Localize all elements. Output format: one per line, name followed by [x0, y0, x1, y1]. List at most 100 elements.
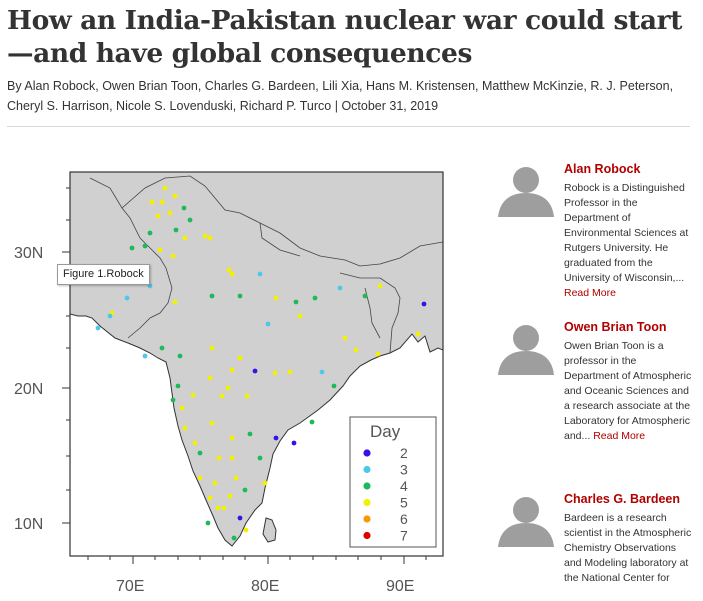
byline-authors-2: Cheryl S. Harrison, Nicole S. Lovenduski…: [7, 99, 332, 113]
lat-label-20n: 20N: [14, 381, 43, 398]
detonation-marker: [162, 185, 168, 191]
detonation-marker: [331, 383, 337, 389]
detonation-marker: [273, 435, 279, 441]
detonation-marker: [342, 335, 348, 341]
detonation-marker: [190, 392, 196, 398]
read-more-link[interactable]: Read More: [564, 287, 616, 299]
detonation-marker: [375, 351, 381, 357]
legend-label: 4: [400, 478, 408, 494]
detonation-marker: [209, 420, 215, 426]
detonation-marker: [231, 535, 237, 541]
detonation-marker: [173, 227, 179, 233]
title-line-1: How an India-Pakistan nuclear war could …: [7, 5, 683, 36]
detonation-marker: [247, 431, 253, 437]
detonation-marker: [237, 355, 243, 361]
author-bio: Owen Brian Toon is a professor in the De…: [564, 339, 692, 444]
borders: [89, 175, 443, 354]
publish-date: October 31, 2019: [341, 99, 439, 113]
detonation-marker: [229, 435, 235, 441]
detonation-marker: [229, 271, 235, 277]
legend-title: Day: [370, 422, 401, 441]
detonation-marker: [421, 301, 427, 307]
figure-tooltip: Figure 1.Robock: [57, 264, 150, 285]
map-frame: [69, 171, 444, 557]
detonation-marker: [181, 205, 187, 211]
detonation-marker: [177, 353, 183, 359]
detonation-marker: [172, 299, 178, 305]
detonation-marker: [262, 480, 268, 486]
author-bio: Bardeen is a research scientist in the A…: [564, 511, 692, 586]
axis-ticks: [62, 187, 427, 564]
lon-label-90e: 90E: [386, 578, 414, 595]
detonation-marker: [124, 295, 130, 301]
detonation-marker: [221, 505, 227, 511]
detonation-marker: [142, 243, 148, 249]
author-card-bardeen[interactable]: Charles G. Bardeen Bardeen is a research…: [496, 491, 696, 601]
author-card-toon[interactable]: Owen Brian Toon Owen Brian Toon is a pro…: [496, 319, 696, 479]
detonation-marker: [149, 199, 155, 205]
read-more-link[interactable]: Read More: [593, 430, 646, 442]
detonation-marker: [209, 293, 215, 299]
legend-box: [349, 416, 437, 548]
detonation-marker: [170, 253, 176, 259]
title-line-2: —and have global consequences: [7, 38, 472, 69]
author-bio: Robock is a Distinguished Professor in t…: [564, 181, 692, 301]
detonation-marker: [207, 495, 213, 501]
byline: By Alan Robock, Owen Brian Toon, Charles…: [7, 76, 697, 116]
legend-label: 3: [400, 462, 408, 478]
legend-swatch: [363, 449, 371, 457]
detonation-marker: [197, 450, 203, 456]
legend-label: 6: [400, 511, 408, 527]
detonation-marker: [362, 293, 368, 299]
author-card-robock[interactable]: Alan Robock Robock is a Distinguished Pr…: [496, 161, 696, 311]
detonation-marker: [229, 455, 235, 461]
detonation-marker: [225, 385, 231, 391]
detonation-marker: [297, 313, 303, 319]
detonation-marker: [172, 193, 178, 199]
detonation-marker: [337, 285, 343, 291]
sri-lanka: [262, 517, 277, 543]
detonation-marker: [209, 345, 215, 351]
detonation-marker: [205, 520, 211, 526]
detonation-marker: [95, 325, 101, 331]
legend-swatch: [363, 465, 371, 474]
detonation-marker: [257, 271, 263, 277]
detonation-marker: [175, 383, 181, 389]
detonation-marker: [287, 369, 293, 375]
lat-label-30n: 30N: [14, 245, 43, 262]
detonation-marker: [207, 235, 213, 241]
detonation-marker: [216, 455, 222, 461]
detonation-marker: [265, 321, 271, 327]
author-bio-text: Robock is a Distinguished Professor in t…: [564, 182, 689, 284]
person-silhouette-icon: [498, 497, 554, 547]
lon-label-70e: 70E: [116, 578, 144, 595]
lat-label-10n: 10N: [14, 516, 43, 533]
detonation-marker: [197, 475, 203, 481]
legend-label: 5: [400, 495, 408, 511]
detonation-marker: [353, 347, 359, 353]
detonation-marker: [142, 353, 148, 359]
detonation-marker: [415, 331, 421, 337]
author-name[interactable]: Owen Brian Toon: [564, 320, 667, 334]
detonation-marker: [207, 375, 213, 381]
header-divider: [7, 126, 690, 127]
detonation-marker: [215, 505, 221, 511]
detonation-marker: [170, 397, 176, 403]
detonation-marker: [291, 440, 297, 446]
detonation-marker: [107, 313, 113, 319]
byline-prefix: By: [7, 79, 25, 93]
author-name[interactable]: Alan Robock: [564, 162, 641, 176]
detonation-marker: [192, 440, 198, 446]
detonation-marker: [309, 419, 315, 425]
legend-swatch: [363, 498, 371, 507]
legend-swatch: [363, 515, 371, 523]
detonation-marker: [319, 369, 325, 375]
detonation-marker: [293, 299, 299, 305]
author-name[interactable]: Charles G. Bardeen: [564, 492, 681, 506]
detonation-marker: [252, 368, 258, 374]
detonation-dots: [95, 185, 427, 541]
detonation-marker: [227, 493, 233, 499]
byline-authors-1: Alan Robock, Owen Brian Toon, Charles G.…: [24, 79, 674, 93]
